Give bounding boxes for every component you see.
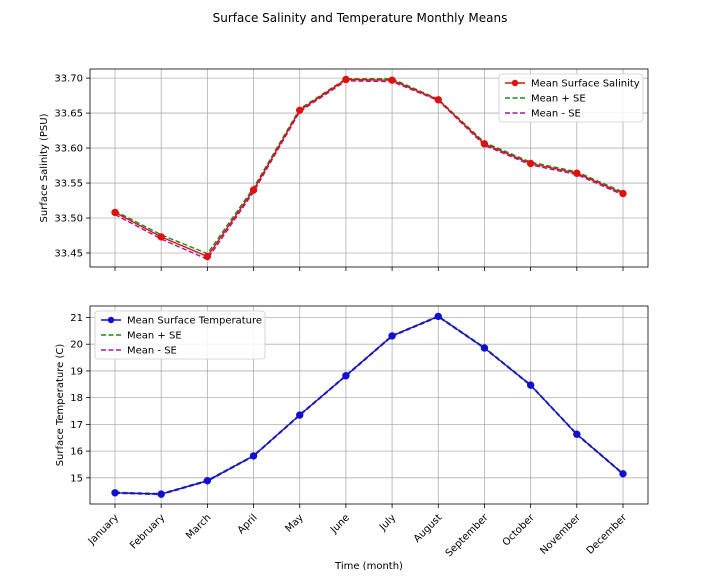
- data-point: [526, 159, 535, 168]
- x-tick-label: June: [328, 512, 352, 536]
- y-tick-label: 18: [70, 393, 83, 404]
- data-point: [157, 490, 165, 498]
- data-point: [157, 233, 165, 241]
- data-point: [342, 75, 350, 84]
- x-tick-label: November: [538, 512, 583, 557]
- data-point: [249, 452, 258, 460]
- x-tick-label: February: [128, 512, 167, 551]
- x-tick-label: September: [444, 512, 491, 559]
- data-point: [342, 372, 350, 380]
- legend-entry: Mean - SE: [127, 346, 177, 357]
- legend-entry: Mean Surface Salinity: [531, 79, 640, 90]
- y-axis-label: Surface Salinity (PSU): [39, 113, 50, 222]
- y-tick-label: 33.55: [54, 179, 83, 190]
- data-point: [388, 76, 396, 84]
- data-point: [434, 96, 442, 104]
- data-point: [296, 411, 304, 419]
- legend: Mean Surface Salinity Mean + SE Mean - SE: [498, 73, 644, 123]
- plot-panel-1: 33.45 33.50 33.55 33.60 33.65 33.70 Surface Sa…: [39, 68, 649, 271]
- x-tick-label: October: [501, 512, 538, 549]
- y-tick-label: 15: [70, 473, 83, 484]
- y-tick-label: 17: [70, 420, 83, 431]
- x-tick-label: December: [585, 512, 630, 557]
- series-line: [114, 78, 624, 255]
- y-axis-label: Surface Temperature (C): [55, 344, 66, 467]
- y-tick-label: 20: [70, 340, 83, 351]
- y-tick-label: 33.65: [54, 109, 83, 120]
- x-tick-label: May: [283, 512, 305, 534]
- data-point: [111, 489, 119, 497]
- data-point: [388, 332, 396, 340]
- legend-marker: [107, 316, 115, 324]
- y-tick-label: 21: [70, 313, 83, 324]
- legend-entry: Mean + SE: [127, 331, 182, 342]
- data-point: [249, 186, 258, 194]
- legend-entry: Mean + SE: [531, 94, 586, 105]
- figure-title: Surface Salinity and Temperature Monthly…: [213, 11, 508, 25]
- data-point: [480, 140, 489, 148]
- data-point: [203, 477, 212, 485]
- data-point: [203, 252, 212, 261]
- x-tick-label: April: [236, 512, 260, 536]
- plot-panel-2: 15 16 17 18 19 20 21 Surface Temperature (C) Jan…: [55, 305, 649, 559]
- data-point: [434, 312, 442, 321]
- x-tick-label: August: [412, 512, 445, 545]
- x-tick-label: March: [184, 512, 213, 541]
- y-tick-label: 33.70: [54, 74, 83, 85]
- y-tick-label: 16: [70, 447, 83, 458]
- data-point: [573, 430, 581, 438]
- series-line: [114, 80, 624, 261]
- legend-entry: Mean Surface Temperature: [127, 316, 262, 327]
- data-point: [573, 169, 581, 177]
- legend-marker: [511, 79, 519, 87]
- axes-frame: [89, 305, 649, 505]
- legend-box: [94, 310, 266, 360]
- axes-frame: [89, 68, 649, 268]
- data-point: [619, 189, 627, 198]
- data-point: [111, 208, 119, 217]
- legend: Mean Surface Temperature Mean + SE Mean - …: [94, 310, 266, 360]
- legend-entry: Mean - SE: [531, 109, 581, 120]
- y-tick-label: 33.60: [54, 144, 83, 155]
- data-point: [619, 470, 627, 478]
- y-tick-label: 19: [70, 366, 83, 377]
- x-tick-label: January: [86, 512, 121, 547]
- data-point: [480, 344, 489, 352]
- series-line: [114, 78, 624, 258]
- data-point: [526, 381, 535, 389]
- y-tick-label: 33.45: [54, 249, 83, 260]
- y-tick-label: 33.50: [54, 214, 83, 225]
- data-point: [296, 106, 304, 114]
- legend-box: [498, 73, 644, 123]
- x-axis-label: Time (month): [334, 561, 403, 572]
- x-tick-label: July: [377, 512, 398, 533]
- series-line: [114, 315, 624, 495]
